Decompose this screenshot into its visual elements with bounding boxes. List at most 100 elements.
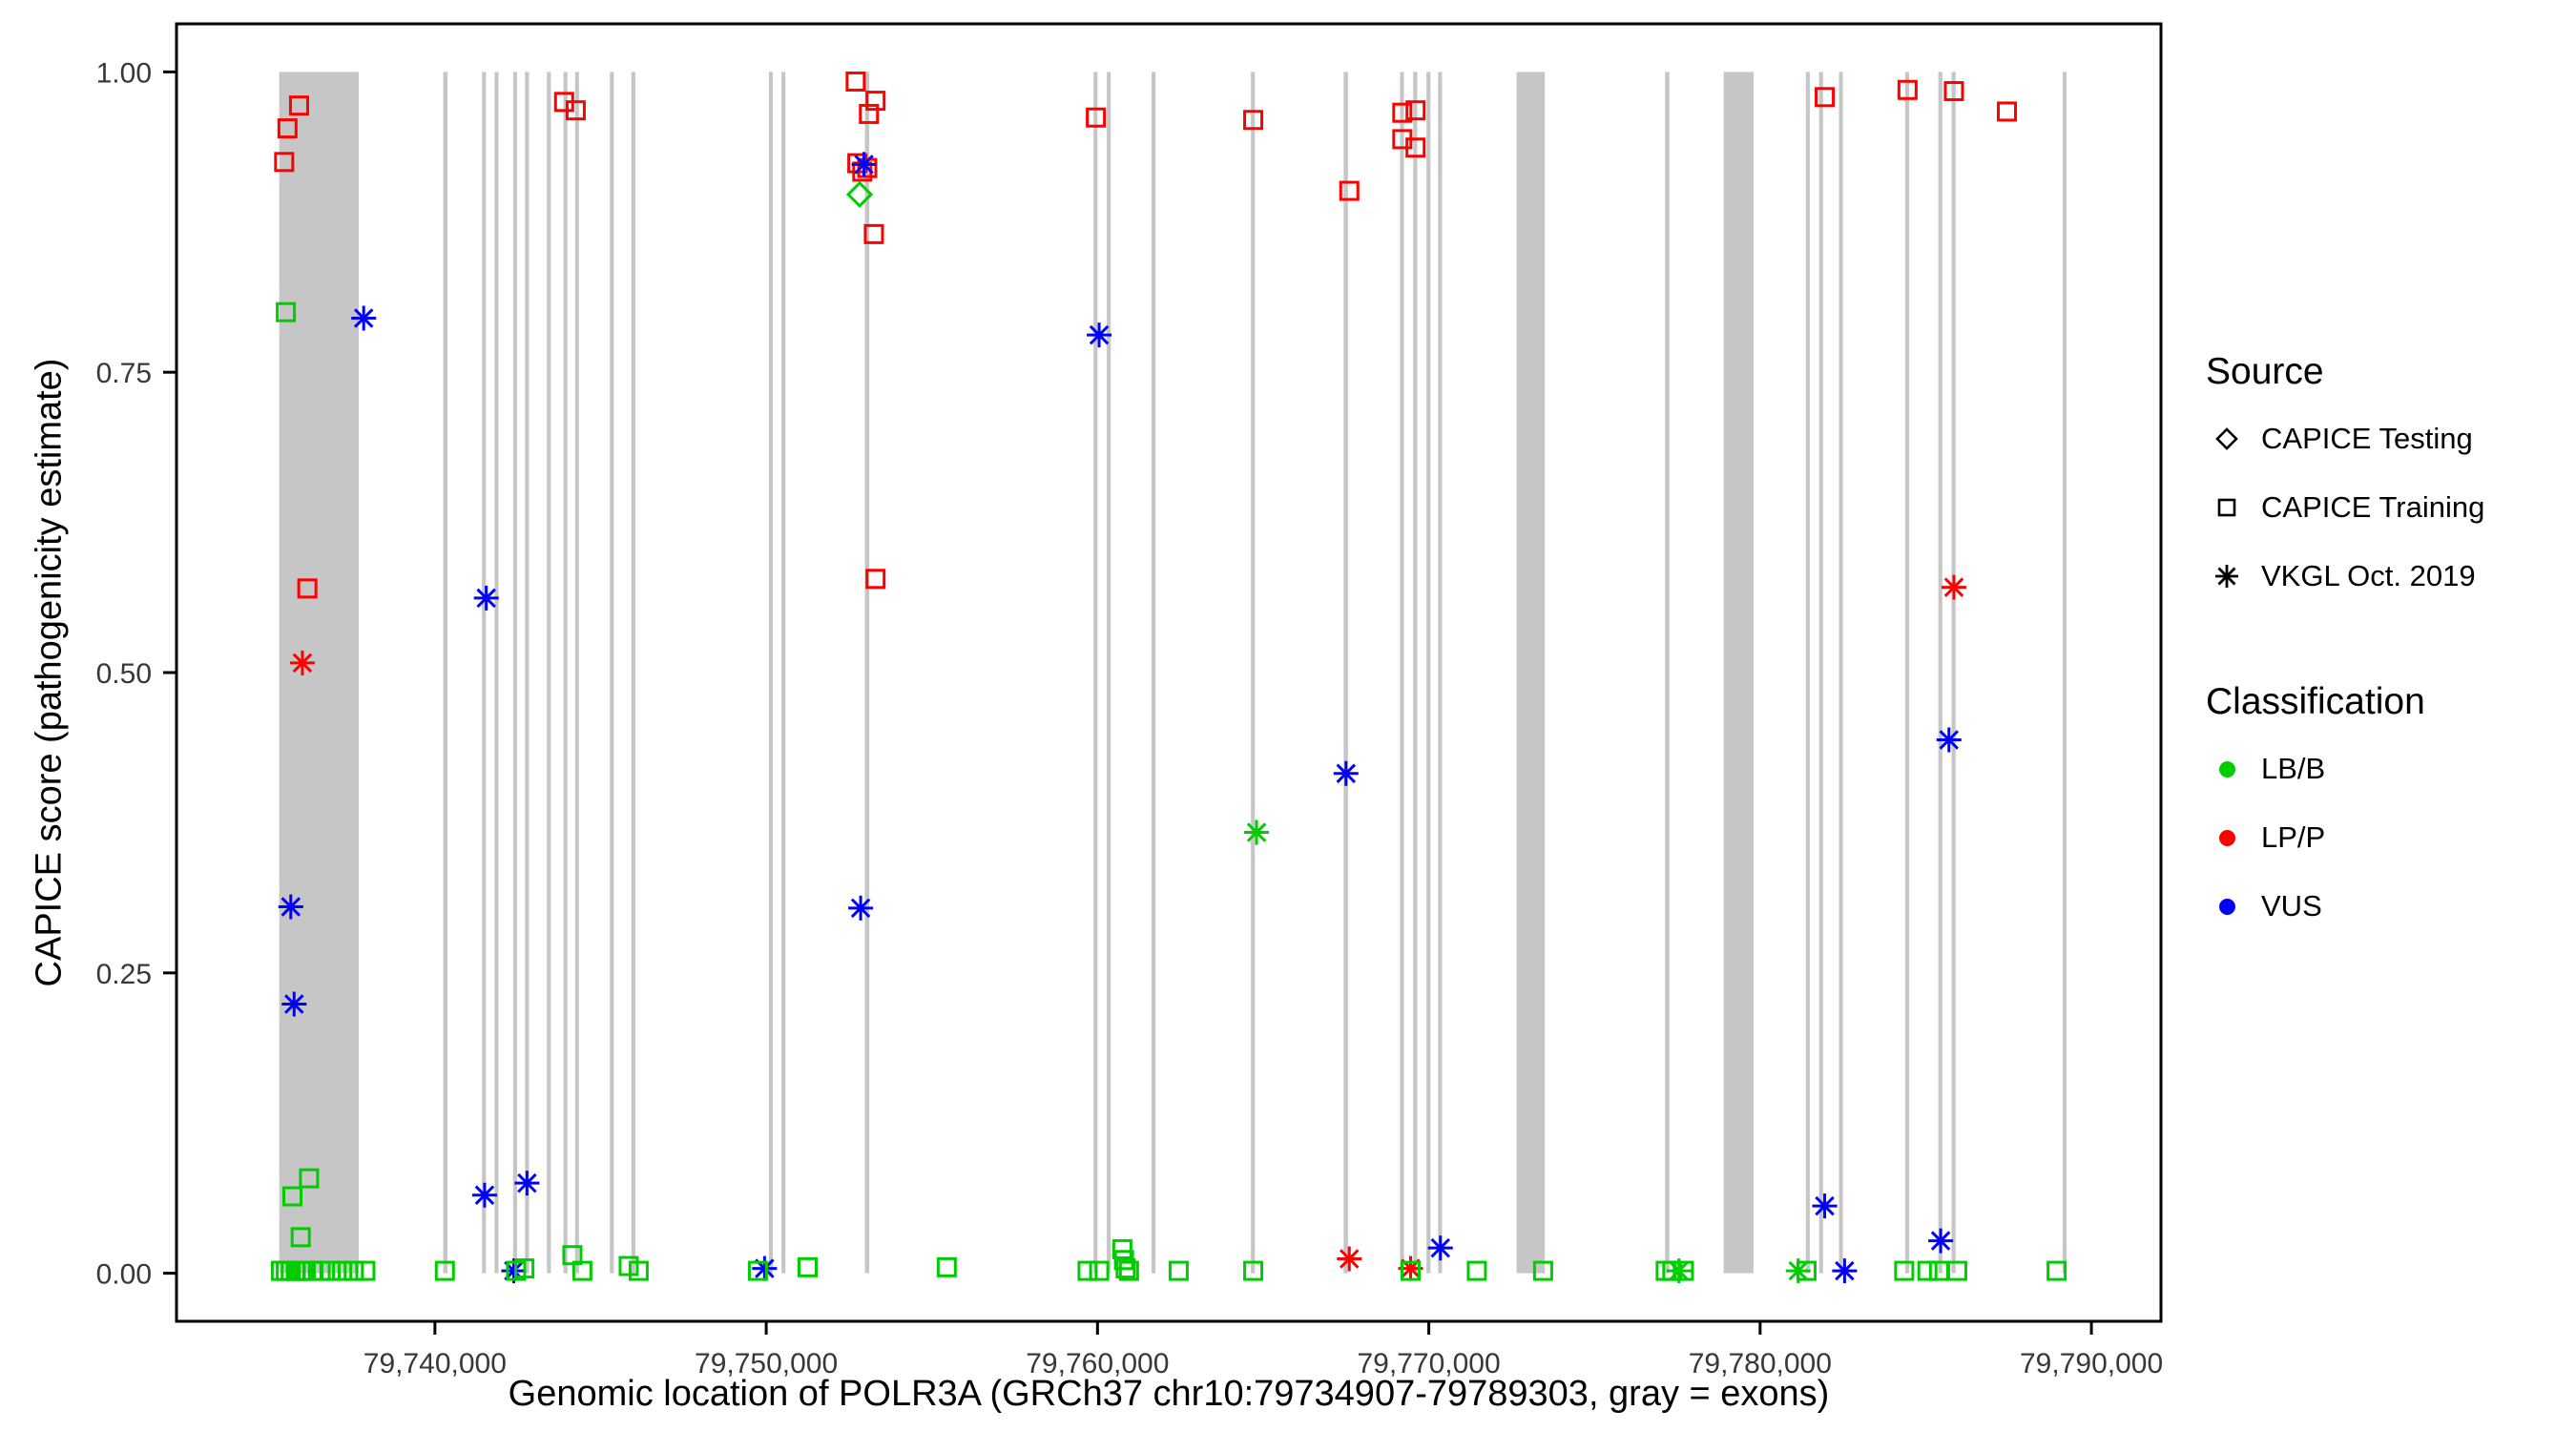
data-point <box>1812 1193 1838 1219</box>
data-point <box>351 305 377 331</box>
data-point <box>565 100 586 121</box>
x-tick-label: 79,770,000 <box>1358 1348 1501 1379</box>
data-point <box>845 71 866 92</box>
exon-region <box>1438 72 1443 1274</box>
data-point <box>1333 760 1359 786</box>
data-point <box>859 103 880 124</box>
data-point <box>1087 322 1112 348</box>
legend-item-vkgl: VKGL Oct. 2019 <box>2206 555 2484 597</box>
exon-region <box>1723 72 1754 1274</box>
data-point <box>1243 1260 1264 1281</box>
data-point <box>2046 1260 2067 1281</box>
exon-region <box>1805 72 1810 1274</box>
data-point <box>276 301 297 322</box>
legend-item-capice-training: CAPICE Training <box>2206 487 2484 529</box>
data-point <box>628 1260 649 1281</box>
exon-region <box>1413 72 1418 1274</box>
exon-region <box>1151 72 1156 1274</box>
data-point <box>1815 87 1836 108</box>
y-axis-title: CAPICE score (pathogenicity estimate) <box>29 358 70 987</box>
data-point <box>278 894 303 920</box>
data-point <box>798 1256 819 1277</box>
data-point <box>747 1260 768 1281</box>
plot-panel-border <box>175 22 2163 1323</box>
y-tick-label: 0.75 <box>96 358 152 389</box>
exon-region <box>1904 72 1910 1274</box>
data-point <box>1089 1260 1110 1281</box>
exon-region <box>512 72 517 1274</box>
data-point <box>274 152 295 173</box>
exon-region <box>547 72 551 1274</box>
x-tick-label: 79,780,000 <box>1689 1348 1832 1379</box>
data-point <box>297 578 318 599</box>
legend-item-label: LB/B <box>2261 752 2326 785</box>
x-tick-label: 79,760,000 <box>1026 1348 1169 1379</box>
data-point <box>288 95 309 116</box>
data-point <box>1118 1260 1139 1281</box>
legend-source-title: Source <box>2206 351 2324 392</box>
data-point <box>514 1171 540 1196</box>
exon-region <box>781 72 786 1274</box>
legend-item-lpp: LP/P <box>2206 817 2484 859</box>
x-tick-label: 79,790,000 <box>2020 1348 2163 1379</box>
exon-region <box>2062 72 2067 1274</box>
x-tick-label: 79,740,000 <box>364 1348 507 1379</box>
data-point <box>1466 1260 1487 1281</box>
data-point <box>1086 107 1107 128</box>
data-point <box>865 569 886 590</box>
data-point <box>571 1260 592 1281</box>
exon-region <box>1951 72 1956 1274</box>
vus-dot-icon <box>2206 885 2248 927</box>
data-point <box>863 223 884 244</box>
exon-region <box>482 72 487 1274</box>
legend-item-label: VKGL Oct. 2019 <box>2261 559 2476 592</box>
data-point <box>848 895 874 921</box>
legend-section-source: Source CAPICE Testing CAPICE Training <box>2206 351 2484 597</box>
data-point <box>752 1255 778 1281</box>
data-point <box>936 1256 957 1277</box>
data-point <box>289 650 315 675</box>
data-point <box>1832 1258 1858 1284</box>
data-point <box>1405 137 1426 158</box>
diamond-icon <box>2206 418 2248 460</box>
exon-region <box>1839 72 1843 1274</box>
legend-classification-title: Classification <box>2206 681 2425 722</box>
exon-region <box>768 72 774 1274</box>
data-point <box>514 1258 535 1279</box>
data-point <box>1946 1260 1967 1281</box>
exon-region <box>631 72 635 1274</box>
data-point <box>1115 1258 1136 1279</box>
data-point <box>473 585 499 611</box>
exon-region <box>574 72 579 1274</box>
exon-region <box>1818 72 1823 1274</box>
exon-region <box>279 72 359 1274</box>
data-point <box>1243 110 1264 131</box>
exon-region <box>1107 72 1111 1274</box>
legend: Source CAPICE Testing CAPICE Training <box>2206 351 2484 954</box>
data-point <box>281 991 307 1017</box>
x-tick-label: 79,750,000 <box>695 1348 838 1379</box>
data-point <box>1936 727 1962 753</box>
exon-region <box>1938 72 1942 1274</box>
exon-region <box>1400 72 1404 1274</box>
data-point <box>1532 1260 1553 1281</box>
exon-region <box>443 72 448 1274</box>
data-point <box>851 152 877 177</box>
data-point <box>1405 100 1426 121</box>
lpp-dot-icon <box>2206 817 2248 859</box>
x-axis-title: Genomic location of POLR3A (GRCh37 chr10… <box>508 1374 1830 1414</box>
exon-region <box>563 72 568 1274</box>
lbb-dot-icon <box>2206 748 2248 790</box>
data-point <box>1941 574 1966 600</box>
exon-region <box>1426 72 1431 1274</box>
legend-section-classification: Classification LB/B LP/P VUS <box>2206 681 2484 927</box>
data-point <box>1928 1228 1954 1254</box>
data-point <box>343 1260 364 1281</box>
legend-item-label: LP/P <box>2261 820 2326 854</box>
data-point <box>865 91 886 112</box>
data-point <box>471 1182 497 1208</box>
y-tick-label: 1.00 <box>96 57 152 89</box>
data-point <box>355 1260 376 1281</box>
data-point <box>299 1168 320 1189</box>
